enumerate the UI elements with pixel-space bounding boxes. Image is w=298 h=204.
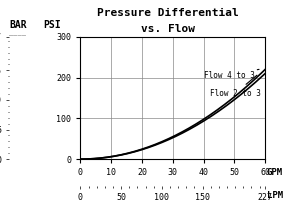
- Text: BAR: BAR: [9, 20, 27, 30]
- Text: Pressure Differential: Pressure Differential: [97, 8, 239, 18]
- Text: LPM: LPM: [267, 191, 283, 200]
- Text: vs. Flow: vs. Flow: [141, 24, 195, 34]
- Text: ____: ____: [9, 30, 26, 36]
- Text: GPM: GPM: [267, 168, 283, 177]
- Text: Flow 2 to 3: Flow 2 to 3: [210, 75, 261, 98]
- Text: Flow 4 to 3: Flow 4 to 3: [204, 69, 259, 80]
- Text: PSI: PSI: [43, 20, 61, 30]
